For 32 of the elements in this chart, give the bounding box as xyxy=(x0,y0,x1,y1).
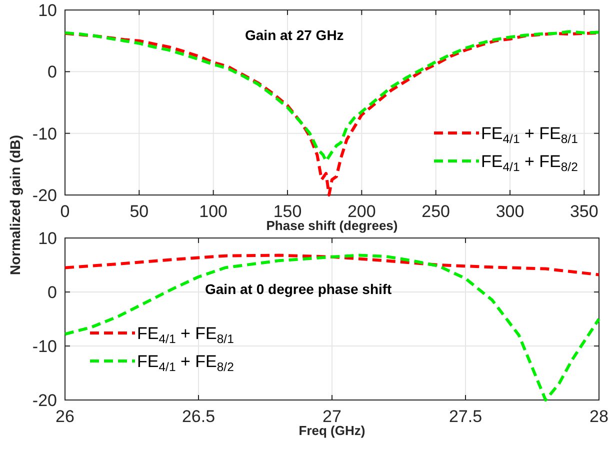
y-tick-label: 10 xyxy=(38,229,57,248)
y-tick-label: -10 xyxy=(32,124,57,144)
y-tick-label: 10 xyxy=(38,1,57,20)
legend-label: FE$_{4/1}$ + FE$_{8/1}$ xyxy=(481,124,578,146)
y-axis-title: Normalized gain (dB) xyxy=(7,134,23,276)
x-tick-label: 26 xyxy=(56,407,74,426)
x-tick-label: 50 xyxy=(130,202,149,221)
x-tick-label: 26.5 xyxy=(182,407,216,426)
y-tick-label: 0 xyxy=(48,62,57,82)
line-series xyxy=(64,254,600,402)
line-series xyxy=(64,254,600,276)
x-axis-title: Phase shift (degrees) xyxy=(266,218,398,233)
y-tick-label: 0 xyxy=(48,283,57,302)
text: Gain at 0 degree phase shift xyxy=(205,281,392,297)
legend-label: FE$_{4/1}$ + FE$_{8/1}$ xyxy=(137,324,234,346)
x-tick-label: 27.5 xyxy=(448,407,482,426)
x-tick-label: 28 xyxy=(590,407,608,426)
x-tick-label: 300 xyxy=(496,202,524,221)
x-tick-label: 0 xyxy=(60,202,70,221)
x-tick-label: 150 xyxy=(273,202,302,221)
y-tick-label: -20 xyxy=(32,186,57,205)
x-tick-label: 100 xyxy=(199,202,228,221)
x-axis-title: Freq (GHz) xyxy=(298,423,366,438)
legend-label: FE$_{4/1}$ + FE$_{8/2}$ xyxy=(137,352,234,374)
text: Gain at 27 GHz xyxy=(245,27,344,43)
x-tick-label: 200 xyxy=(347,202,376,221)
x-tick-label: 27 xyxy=(322,407,342,426)
x-tick-label: 350 xyxy=(570,202,598,221)
legend-label: FE$_{4/1}$ + FE$_{8/2}$ xyxy=(481,152,578,174)
y-tick-label: -10 xyxy=(32,337,57,356)
y-tick-label: -20 xyxy=(32,391,57,410)
x-tick-label: 250 xyxy=(422,202,450,221)
